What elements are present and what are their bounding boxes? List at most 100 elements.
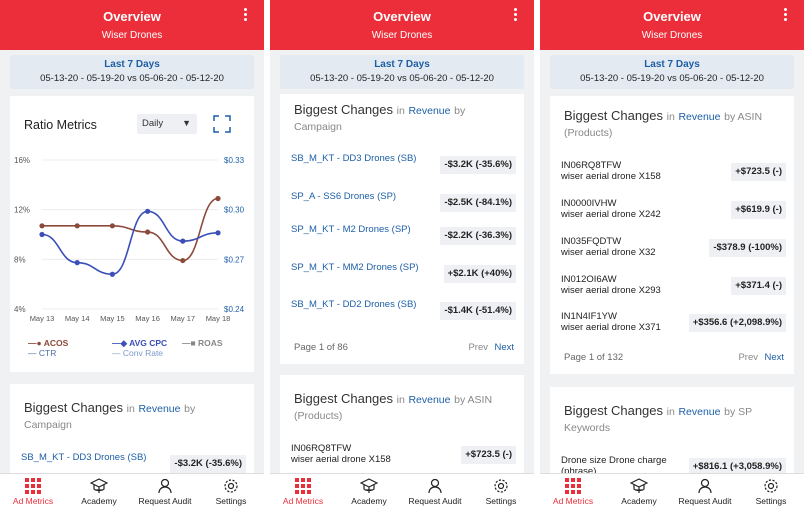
nav-settings[interactable]: Settings: [468, 478, 534, 506]
list-item[interactable]: SB_M_KT - DD3 Drones (SB) -$3.2K (-35.6%…: [10, 452, 254, 474]
card-title: Biggest Changes in Revenue by Campaign: [294, 102, 466, 133]
data-point-avg-cpc: [109, 271, 115, 277]
x-tick-label: May 18: [206, 314, 231, 323]
list-item[interactable]: IN06RQ8TFW wiser aerial drone X158 +$723.…: [550, 160, 794, 188]
list-item[interactable]: SP_A - SS6 Drones (SP) -$2.5K (-84.1%): [280, 191, 524, 219]
ratio-chart: 16% 12% 8% 4% $0.33 $0.30 $0.27 $0.24 May 13 Ma…: [14, 156, 245, 323]
date-range-selector[interactable]: Last 7 Days 05-13-20 - 05-19-20 vs 05-06…: [10, 55, 254, 89]
campaign-changes-card: Biggest Changes in Revenue by Campaign S…: [280, 94, 524, 364]
gear-icon: [468, 478, 534, 494]
graduation-icon: [336, 478, 402, 494]
nav-ad-metrics[interactable]: Ad Metrics: [270, 478, 336, 506]
screen-campaign-changes: Overview Wiser Drones Last 7 Days 05-13-…: [270, 0, 534, 517]
ratio-metrics-card: Ratio Metrics Daily ▼ 16% 12% 8% 4% $0.33 $0…: [10, 96, 254, 372]
prev-button[interactable]: Prev: [738, 352, 758, 363]
data-point-acos: [109, 223, 115, 229]
nav-request-audit[interactable]: Request Audit: [672, 478, 738, 506]
header-title: Overview: [103, 9, 161, 24]
data-point-avg-cpc: [39, 231, 45, 238]
header-subtitle: Wiser Drones: [371, 30, 433, 41]
data-point-acos: [39, 223, 45, 229]
list-item[interactable]: IN012OI6AW wiser aerial drone X293 +$371.…: [550, 274, 794, 302]
x-tick-label: May 17: [170, 314, 195, 323]
fullscreen-icon[interactable]: [213, 115, 231, 133]
nav-request-audit[interactable]: Request Audit: [132, 478, 198, 506]
grid-icon: [270, 478, 336, 494]
legend-ctr[interactable]: — CTR: [28, 348, 57, 358]
nav-label: Settings: [215, 496, 247, 506]
series-line-acos: [42, 197, 219, 262]
data-point-avg-cpc: [215, 230, 221, 236]
card-title: Biggest Changes in Revenue by ASIN (Prod…: [294, 391, 493, 422]
nav-label: Ad Metrics: [552, 496, 594, 506]
data-point-acos: [215, 195, 221, 202]
granularity-select[interactable]: Daily ▼: [137, 114, 197, 134]
nav-label: Ad Metrics: [282, 496, 324, 506]
nav-request-audit[interactable]: Request Audit: [402, 478, 468, 506]
screen-ratio-metrics: Overview Wiser Drones Last 7 Days 05-13-…: [0, 0, 264, 517]
asin-changes-card: Biggest Changes in Revenue by ASIN (Prod…: [550, 96, 794, 374]
x-tick-label: May 15: [100, 314, 125, 323]
list-item[interactable]: SB_M_KT - DD2 Drones (SB) -$1.4K (-51.4%…: [280, 299, 524, 327]
page-indicator: Page 1 of 132: [564, 352, 624, 363]
date-range-selector[interactable]: Last 7 Days 05-13-20 - 05-19-20 vs 05-06…: [280, 55, 524, 89]
list-item[interactable]: IN1N4IF1YW wiser aerial drone X371 +$356.…: [550, 311, 794, 339]
list-item[interactable]: IN035FQDTW wiser aerial drone X32 -$378.9…: [550, 236, 794, 264]
nav-academy[interactable]: Academy: [66, 478, 132, 506]
more-icon[interactable]: [514, 8, 518, 22]
y-left-tick: 8%: [14, 255, 26, 264]
y-left-tick: 12%: [14, 206, 30, 215]
more-icon[interactable]: [784, 8, 788, 22]
nav-ad-metrics[interactable]: Ad Metrics: [540, 478, 606, 506]
nav-label: Ad Metrics: [12, 496, 54, 506]
page-indicator: Page 1 of 86: [294, 342, 348, 353]
y-right-tick: $0.24: [224, 305, 245, 314]
card-title: Biggest Changes in Revenue by SP Keyword…: [564, 403, 753, 434]
legend-acos[interactable]: —● ACOS: [28, 338, 69, 348]
nav-academy[interactable]: Academy: [336, 478, 402, 506]
data-point-acos: [145, 229, 151, 235]
screen-asin-changes: Overview Wiser Drones Last 7 Days 05-13-…: [540, 0, 804, 517]
campaign-changes-card-preview: Biggest Changes in Revenue by Campaign S…: [10, 384, 254, 474]
list-item[interactable]: IN0000IVHW wiser aerial drone X242 +$619.…: [550, 198, 794, 226]
sp-keywords-card-preview: Biggest Changes in Revenue by SP Keyword…: [550, 387, 794, 475]
list-item[interactable]: Drone size Drone charge (phrase) +$816.1…: [550, 455, 794, 475]
list-item[interactable]: SP_M_KT - M2 Drones (SP) -$2.2K (-36.3%): [280, 224, 524, 252]
list-item[interactable]: IN06RQ8TFW wiser aerial drone X158 +$723.…: [280, 443, 524, 471]
chart-title: Ratio Metrics: [24, 118, 97, 132]
y-right-tick: $0.27: [224, 255, 245, 264]
asin-changes-card-preview: Biggest Changes in Revenue by ASIN (Prod…: [280, 375, 524, 475]
bottom-nav: Ad Metrics Academy Request Audit Settings: [540, 473, 804, 517]
chevron-down-icon: ▼: [182, 118, 191, 128]
nav-label: Settings: [485, 496, 517, 506]
legend-conv-rate[interactable]: — Conv Rate: [112, 348, 164, 358]
granularity-value: Daily: [142, 118, 164, 129]
nav-settings[interactable]: Settings: [738, 478, 804, 506]
chart-legend: —● ACOS —◆ AVG CPC —■ ROAS — CTR — Conv …: [28, 338, 248, 368]
date-range-selector[interactable]: Last 7 Days 05-13-20 - 05-19-20 vs 05-06…: [550, 55, 794, 89]
nav-label: Request Audit: [138, 496, 192, 506]
legend-roas[interactable]: —■ ROAS: [182, 338, 223, 348]
legend-avg-cpc[interactable]: —◆ AVG CPC: [112, 338, 168, 348]
header-title: Overview: [643, 9, 701, 24]
prev-button[interactable]: Prev: [468, 342, 488, 353]
next-button[interactable]: Next: [764, 352, 784, 363]
card-title: Biggest Changes in Revenue by ASIN (Prod…: [564, 108, 763, 139]
nav-academy[interactable]: Academy: [606, 478, 672, 506]
y-right-tick: $0.33: [224, 156, 245, 165]
gear-icon: [198, 478, 264, 494]
next-button[interactable]: Next: [494, 342, 514, 353]
date-range: 05-13-20 - 05-19-20 vs 05-06-20 - 05-12-…: [580, 73, 764, 84]
x-tick-label: May 14: [65, 314, 90, 323]
x-tick-label: May 13: [30, 314, 55, 323]
graduation-icon: [66, 478, 132, 494]
nav-settings[interactable]: Settings: [198, 478, 264, 506]
data-point-acos: [180, 257, 186, 264]
list-item[interactable]: SB_M_KT - DD3 Drones (SB) -$3.2K (-35.6%…: [280, 153, 524, 181]
x-tick-label: May 16: [135, 314, 160, 323]
bottom-nav: Ad Metrics Academy Request Audit Settings: [270, 473, 534, 517]
list-item[interactable]: SP_M_KT - MM2 Drones (SP) +$2.1K (+40%): [280, 262, 524, 290]
nav-ad-metrics[interactable]: Ad Metrics: [0, 478, 66, 506]
more-icon[interactable]: [244, 8, 248, 22]
